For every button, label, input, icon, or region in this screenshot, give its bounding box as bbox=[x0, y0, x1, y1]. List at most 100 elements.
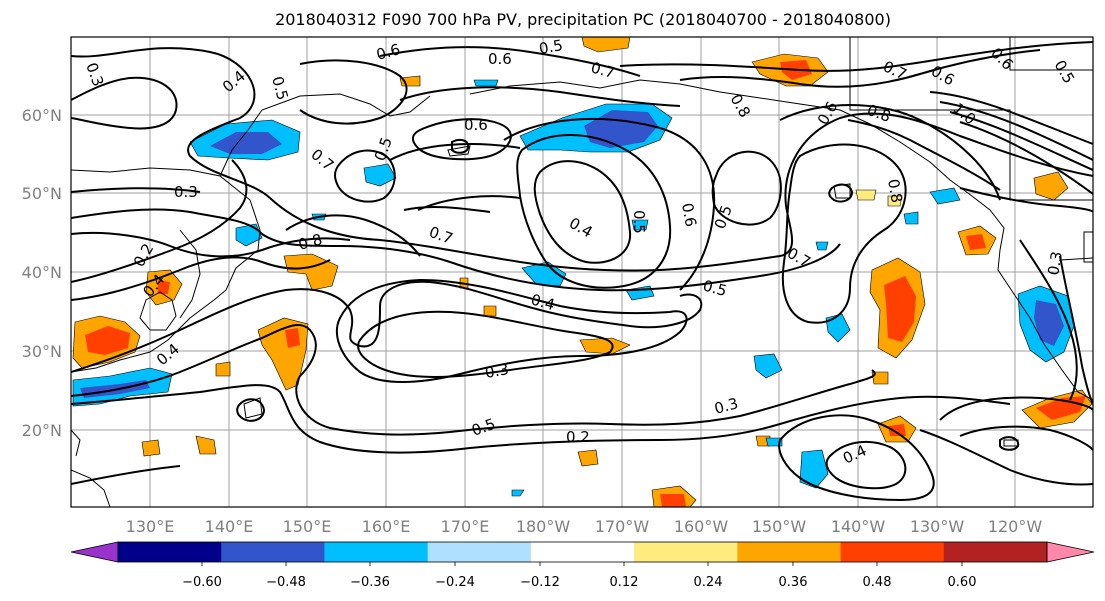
contour-label: 0.2 bbox=[566, 428, 590, 446]
precip-patch-neg bbox=[815, 241, 829, 251]
contour-label: 0.3 bbox=[484, 360, 511, 382]
pv-contour bbox=[949, 111, 1093, 171]
coastline bbox=[71, 167, 261, 373]
contour-label: 0.5 bbox=[538, 36, 565, 58]
coastline bbox=[1083, 231, 1093, 263]
pv-contour bbox=[71, 384, 1011, 454]
pv-contour bbox=[1059, 255, 1093, 405]
precip-patch-pos bbox=[483, 305, 497, 317]
longitude-label: 170°W bbox=[595, 517, 650, 536]
colorbar-tick-label: −0.48 bbox=[266, 575, 306, 590]
latitude-label: 30°N bbox=[22, 342, 62, 361]
pv-contour bbox=[503, 117, 716, 291]
longitude-labels: 130°E 140°E 150°E 160°E 170°E 180°W 170°W 160°W… bbox=[126, 517, 1043, 536]
contour-label: 0.8 bbox=[296, 230, 324, 254]
precip-patch-pos bbox=[660, 494, 686, 507]
pv-contour bbox=[781, 143, 907, 324]
pv-contour bbox=[71, 256, 331, 301]
pv-contour bbox=[412, 118, 512, 161]
longitude-label: 160°W bbox=[674, 517, 729, 536]
longitude-label: 130°E bbox=[126, 517, 175, 536]
longitude-label: 140°W bbox=[831, 517, 886, 536]
colorbar-tick-label: 0.24 bbox=[694, 575, 723, 590]
precip-patch-neg bbox=[521, 261, 567, 287]
longitude-label: 120°W bbox=[988, 517, 1043, 536]
pv-contour bbox=[236, 398, 266, 422]
precip-patch-pos bbox=[141, 439, 161, 457]
map-panel: 0.3 0.4 0.5 0.6 0.5 0.6 0.7 0.8 0.7 0.6 … bbox=[70, 36, 1094, 508]
pv-contour bbox=[847, 119, 1001, 191]
pv-contour bbox=[1019, 239, 1078, 401]
pv-contour bbox=[516, 134, 672, 289]
pv-contour bbox=[939, 101, 1093, 161]
latitude-label: 60°N bbox=[22, 106, 62, 125]
precip-patch-neg bbox=[753, 353, 783, 379]
pv-contour bbox=[959, 425, 1093, 451]
coastline bbox=[71, 429, 81, 457]
precip-patch-neg bbox=[363, 163, 397, 187]
pv-contour bbox=[959, 187, 1093, 213]
pv-contour bbox=[299, 59, 408, 125]
pv-contour bbox=[71, 159, 248, 283]
pv-contour bbox=[451, 139, 470, 154]
precip-patch-neg bbox=[631, 219, 649, 231]
coastline bbox=[71, 469, 111, 507]
map-title: 2018040312 F090 700 hPa PV, precipitatio… bbox=[275, 10, 891, 29]
pv-contour bbox=[71, 208, 841, 292]
pv-contour bbox=[71, 323, 876, 436]
contour-label: 0.5 bbox=[268, 74, 292, 102]
precip-patch-pos bbox=[215, 361, 231, 377]
pv-contour bbox=[71, 76, 178, 130]
contour-label: 0.5 bbox=[630, 210, 648, 234]
map-frame bbox=[70, 36, 1094, 508]
longitude-label: 140°E bbox=[205, 517, 254, 536]
coastlines bbox=[71, 37, 1093, 507]
colorbar-segment bbox=[530, 542, 635, 562]
precip-patch-pos bbox=[855, 189, 877, 201]
precip-patch-pos bbox=[884, 276, 916, 342]
longitude-label: 150°E bbox=[283, 517, 332, 536]
latitude-label: 50°N bbox=[22, 184, 62, 203]
pv-contour bbox=[679, 49, 1041, 88]
pv-contour bbox=[71, 280, 703, 373]
pv-contour bbox=[619, 41, 1093, 72]
contour-label: 0.8 bbox=[884, 178, 906, 205]
precip-patch-pos bbox=[887, 195, 903, 207]
pv-contour bbox=[379, 46, 641, 77]
pv-contour bbox=[71, 47, 1093, 272]
pv-contour bbox=[999, 436, 1020, 451]
latitude-label: 40°N bbox=[22, 263, 62, 282]
contour-label: 0.6 bbox=[488, 50, 512, 68]
pv-contour bbox=[357, 310, 614, 378]
colorbar-segment bbox=[427, 542, 532, 562]
contour-label: 0.5 bbox=[701, 276, 729, 300]
pv-contour bbox=[939, 396, 1093, 421]
contour-label: 0.4 bbox=[529, 290, 557, 314]
contour-label: 0.7 bbox=[589, 58, 617, 82]
latitude-label: 20°N bbox=[22, 421, 62, 440]
longitude-label: 180°W bbox=[516, 517, 571, 536]
pv-contour bbox=[71, 187, 201, 193]
pv-contour bbox=[959, 121, 1093, 195]
colorbar: −0.60 −0.48 −0.36 −0.24 −0.12 0.12 0.24 0.36 0.4… bbox=[70, 541, 1095, 590]
precip-patch-pos bbox=[195, 435, 217, 455]
colorbar-min-extend bbox=[70, 541, 119, 563]
coastline bbox=[849, 37, 1011, 200]
colorbar-frame bbox=[117, 541, 1048, 563]
precip-patch-pos bbox=[285, 328, 300, 348]
latitude-labels: 60°N 50°N 40°N 30°N 20°N bbox=[22, 106, 62, 440]
pv-contour bbox=[399, 86, 681, 107]
precip-patch-pos bbox=[966, 234, 986, 250]
precip-patch-neg bbox=[511, 489, 525, 497]
colorbar-segment bbox=[943, 542, 1048, 562]
coastline bbox=[139, 291, 177, 331]
precip-patch-pos bbox=[1033, 171, 1069, 201]
precip-patch-pos bbox=[579, 337, 631, 355]
colorbar-tick-label: 0.60 bbox=[948, 575, 977, 590]
pv-contour bbox=[389, 143, 521, 161]
longitude-label: 150°W bbox=[752, 517, 807, 536]
colorbar-tick-label: 0.48 bbox=[863, 575, 892, 590]
precip-patch-neg bbox=[903, 211, 919, 225]
colorbar-segment bbox=[840, 542, 945, 562]
